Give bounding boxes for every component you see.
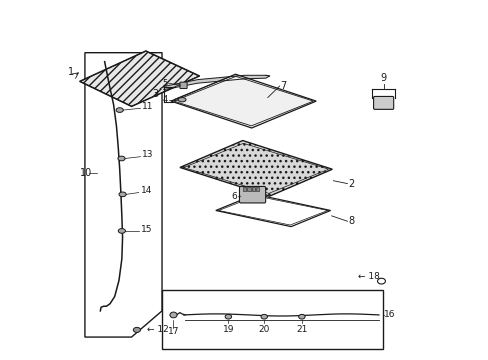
Polygon shape (180, 140, 332, 196)
Text: 3: 3 (152, 89, 158, 99)
Bar (255, 187, 259, 192)
Ellipse shape (133, 327, 140, 332)
Bar (162, 290, 382, 349)
Text: 14: 14 (140, 186, 152, 195)
Ellipse shape (119, 192, 126, 197)
Polygon shape (215, 194, 330, 226)
Text: 15: 15 (140, 225, 152, 234)
Text: 2: 2 (348, 179, 354, 189)
Text: 9: 9 (380, 73, 386, 83)
FancyBboxPatch shape (180, 82, 187, 89)
Ellipse shape (261, 314, 267, 319)
Ellipse shape (169, 312, 177, 318)
Ellipse shape (118, 229, 125, 233)
Text: 6: 6 (231, 192, 237, 201)
Ellipse shape (298, 314, 305, 319)
Text: 21: 21 (296, 325, 307, 334)
Text: 20: 20 (258, 325, 269, 334)
Text: 5: 5 (162, 79, 167, 88)
Text: 19: 19 (222, 325, 234, 334)
FancyBboxPatch shape (373, 96, 393, 109)
Text: 4: 4 (162, 95, 167, 104)
Polygon shape (160, 75, 269, 90)
Text: 1: 1 (67, 67, 74, 77)
Text: 7: 7 (280, 81, 286, 91)
FancyBboxPatch shape (239, 186, 265, 203)
Text: ← 12: ← 12 (147, 325, 168, 334)
Bar (247, 187, 250, 192)
Ellipse shape (224, 314, 231, 319)
Text: 17: 17 (167, 327, 179, 336)
Text: 10: 10 (80, 168, 92, 178)
Text: 8: 8 (348, 216, 354, 226)
Bar (251, 187, 254, 192)
Text: 16: 16 (384, 310, 395, 319)
Text: 13: 13 (142, 150, 154, 159)
Ellipse shape (116, 108, 123, 112)
Bar (243, 187, 246, 192)
Polygon shape (80, 51, 199, 107)
Text: ← 18: ← 18 (357, 272, 379, 281)
Polygon shape (85, 53, 162, 337)
Polygon shape (171, 74, 316, 128)
Text: 11: 11 (142, 102, 154, 111)
Ellipse shape (178, 98, 185, 102)
Ellipse shape (118, 156, 125, 161)
